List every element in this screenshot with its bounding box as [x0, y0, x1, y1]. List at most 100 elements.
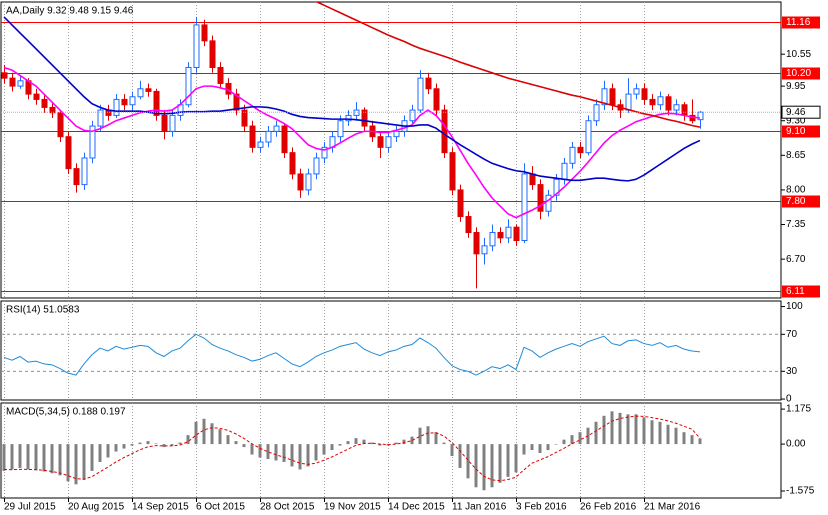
- candle-body: [113, 98, 120, 116]
- macd-bar: [10, 444, 14, 470]
- candle-body: [641, 88, 648, 100]
- y-tick-label: 30: [786, 366, 798, 377]
- macd-bar: [362, 439, 366, 445]
- macd-bar: [194, 421, 198, 445]
- macd-bar: [50, 444, 54, 474]
- y-tick-label: 1.175: [786, 404, 811, 415]
- macd-bar: [42, 444, 46, 472]
- last-price-label: 9.46: [786, 107, 806, 118]
- candle-body: [97, 109, 104, 127]
- candle-body: [193, 24, 200, 68]
- level-label-box: [782, 125, 820, 138]
- x-tick-label: 19 Nov 2015: [324, 502, 381, 513]
- macd-bar: [634, 414, 638, 445]
- x-tick-label: 3 Feb 2016: [516, 502, 567, 513]
- macd-bar: [394, 442, 398, 445]
- y-tick-label: 70: [786, 329, 798, 340]
- candle-body: [425, 77, 432, 90]
- macd-bar: [642, 417, 646, 445]
- x-tick-label: 28 Oct 2015: [260, 502, 315, 513]
- level-label: 9.10: [786, 126, 806, 137]
- macd-bar: [186, 435, 190, 445]
- y-tick-label: 0.00: [786, 439, 806, 450]
- macd-bar: [450, 444, 454, 457]
- macd-bar: [138, 442, 142, 445]
- panel-frame: [0, 402, 782, 499]
- y-tick-label: 10.55: [786, 49, 811, 60]
- candle-body: [257, 141, 264, 148]
- signal-line: [3, 415, 701, 482]
- macd-bar: [250, 444, 254, 455]
- candle-body: [121, 98, 128, 106]
- candle-body: [281, 125, 288, 154]
- macd-bar: [674, 427, 678, 445]
- panel-title: AA,Daily 9.32 9.48 9.15 9.46: [6, 6, 134, 17]
- candle-body: [129, 96, 136, 106]
- macd-bar: [266, 444, 270, 459]
- candle-body: [57, 112, 64, 138]
- macd-bar: [458, 444, 462, 468]
- macd-bar: [554, 444, 558, 445]
- candle-body: [201, 24, 208, 42]
- candle-body: [577, 146, 584, 154]
- candle-body: [481, 245, 488, 255]
- macd-bar: [442, 442, 446, 445]
- macd-bar: [522, 444, 526, 455]
- macd-bar: [658, 421, 662, 445]
- candle-body: [241, 109, 248, 127]
- candle-body: [65, 136, 72, 170]
- candle-body: [89, 125, 96, 159]
- candle-body: [137, 88, 144, 98]
- candle-body: [377, 136, 384, 148]
- macd-bar: [330, 444, 334, 451]
- candle-body: [393, 130, 400, 138]
- candle-body: [673, 104, 680, 111]
- candle-body: [17, 80, 24, 87]
- macd-bar: [514, 444, 518, 473]
- candle-body: [305, 173, 312, 191]
- candle-body: [1, 72, 8, 79]
- macd-bar: [530, 444, 534, 451]
- macd-bar: [146, 441, 150, 445]
- macd-bar: [322, 444, 326, 455]
- y-tick-label: 7.35: [786, 219, 806, 230]
- candle-body: [681, 104, 688, 116]
- candle-body: [665, 96, 672, 111]
- candle-body: [73, 168, 80, 186]
- macd-bar: [434, 432, 438, 445]
- x-tick-label: 29 Jul 2015: [4, 502, 56, 513]
- candle-body: [345, 114, 352, 122]
- level-label-box: [782, 67, 820, 80]
- candle-body: [433, 88, 440, 111]
- candle-body: [601, 88, 608, 106]
- macd-bar: [610, 411, 614, 445]
- macd-bar: [546, 444, 550, 451]
- macd-bar: [490, 444, 494, 488]
- moving-average: [3, 66, 701, 219]
- macd-bar: [698, 438, 702, 445]
- macd-bar: [594, 421, 598, 445]
- macd-bar: [130, 444, 134, 446]
- y-tick-label: 9.30: [786, 115, 806, 126]
- macd-bar: [114, 444, 118, 452]
- candle-body: [593, 104, 600, 122]
- candle-body: [209, 40, 216, 68]
- candle-body: [233, 93, 240, 111]
- macd-bar: [578, 432, 582, 445]
- macd-bar: [410, 436, 414, 445]
- candle-body: [465, 216, 472, 234]
- macd-bar: [562, 439, 566, 445]
- candle-body: [553, 178, 560, 196]
- candle-body: [537, 184, 544, 212]
- macd-bar: [74, 444, 78, 485]
- candle-body: [41, 98, 48, 108]
- macd-bar: [242, 444, 246, 448]
- macd-bar: [370, 442, 374, 445]
- panel-frame: [0, 1, 782, 299]
- macd-bar: [690, 435, 694, 445]
- x-tick-label: 20 Aug 2015: [68, 502, 125, 513]
- macd-bar: [682, 432, 686, 445]
- macd-bar: [474, 444, 478, 488]
